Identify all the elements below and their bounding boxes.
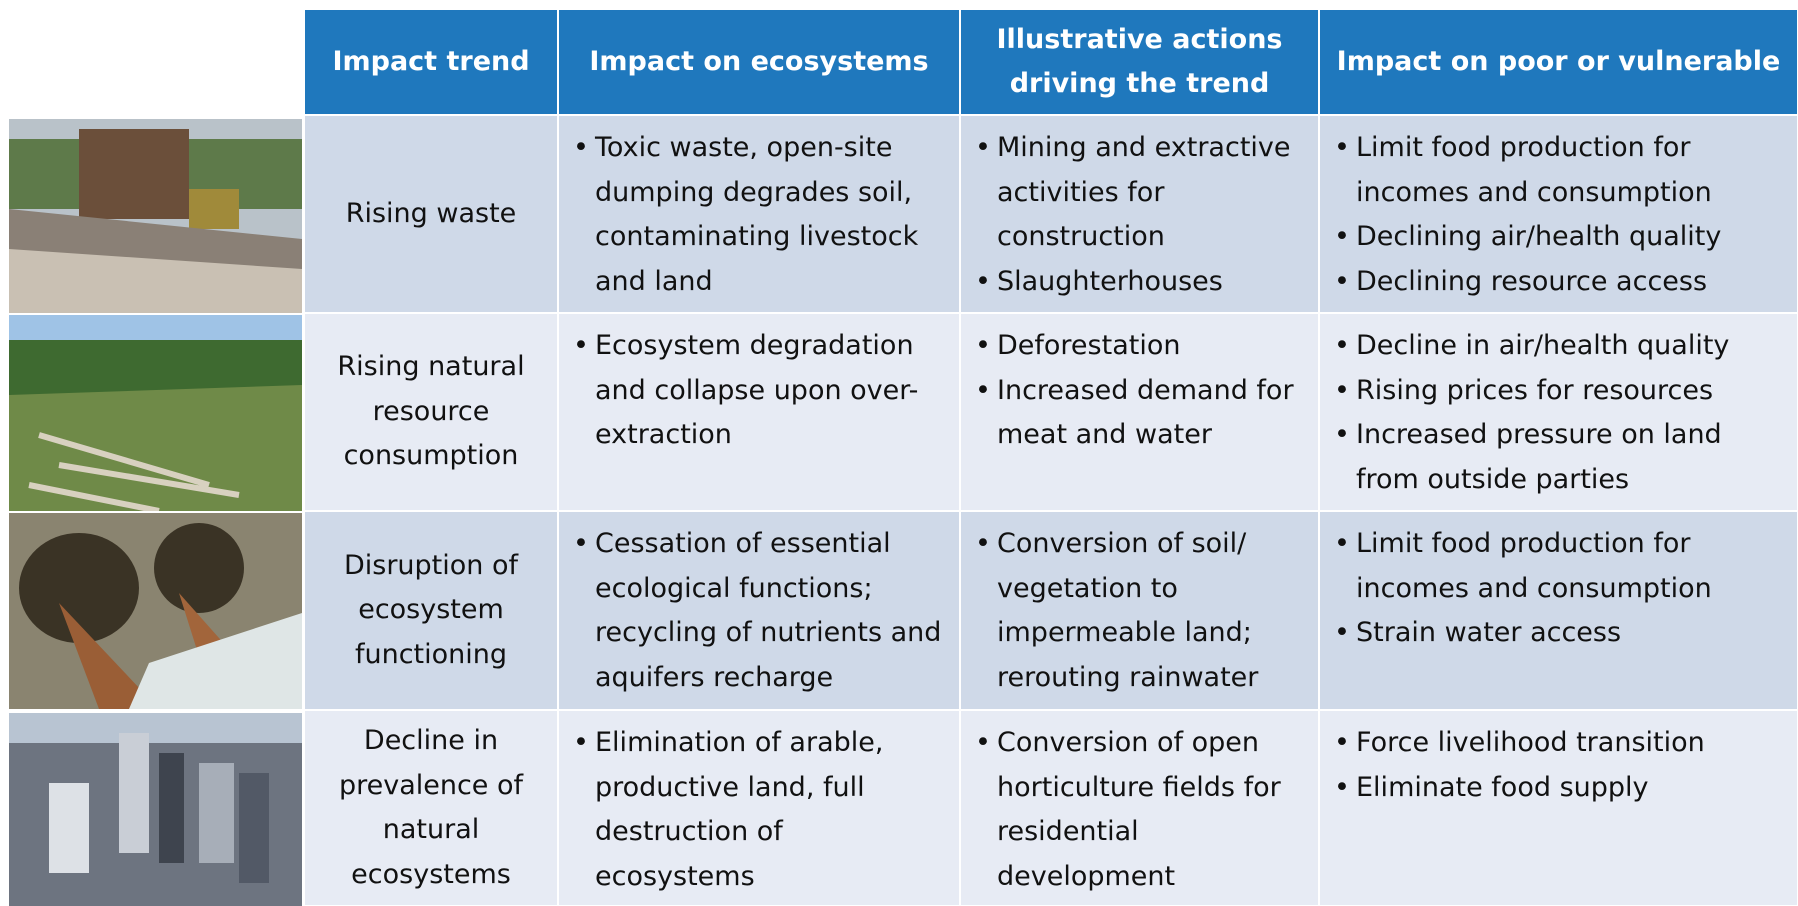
- bullet-item: Mining and extractive activities for con…: [975, 126, 1310, 260]
- header-cell: Impact on ecosystems: [558, 9, 960, 115]
- ecosystems-cell: Toxic waste, open-site dumping degrades …: [558, 115, 960, 313]
- trend-text: Decline in prevalence of natural ecosyst…: [319, 719, 543, 897]
- bullet-list: DeforestationIncreased demand for meat a…: [975, 324, 1310, 458]
- header-cell: Impact on poor or vulnerable: [1319, 9, 1798, 115]
- ecosystems-cell: Cessation of essential ecological functi…: [558, 511, 960, 710]
- header-text: Illustrative actions driving the trend: [971, 18, 1308, 106]
- header-text: Impact on poor or vulnerable: [1337, 40, 1781, 84]
- bullet-list: Mining and extractive activities for con…: [975, 126, 1310, 304]
- bullet-item: Declining resource access: [1334, 260, 1789, 305]
- bullet-list: Limit food production for incomes and co…: [1334, 522, 1789, 656]
- trend-text: Rising natural resource consumption: [319, 345, 543, 479]
- bullet-item: Increased pressure on land from outside …: [1334, 413, 1789, 502]
- bullet-item: Conversion of soil/ vegetation to imperm…: [975, 522, 1310, 700]
- bullet-list: Toxic waste, open-site dumping degrades …: [573, 126, 951, 304]
- bullet-item: Limit food production for incomes and co…: [1334, 522, 1789, 611]
- bullet-list: Cessation of essential ecological functi…: [573, 522, 951, 700]
- bullet-item: Rising prices for resources: [1334, 369, 1789, 414]
- trend-text: Disruption of ecosystem functioning: [319, 544, 543, 678]
- bullet-list: Limit food production for incomes and co…: [1334, 126, 1789, 304]
- trend-cell: Rising natural resource consumption: [304, 313, 558, 511]
- bullet-list: Ecosystem degradation and collapse upon …: [573, 324, 951, 458]
- bullet-item: Strain water access: [1334, 611, 1789, 656]
- trend-cell: Disruption of ecosystem functioning: [304, 511, 558, 710]
- vulnerable-cell: Limit food production for incomes and co…: [1319, 511, 1798, 710]
- vulnerable-cell: Decline in air/health qualityRising pric…: [1319, 313, 1798, 511]
- actions-cell: Mining and extractive activities for con…: [960, 115, 1319, 313]
- actions-cell: Conversion of open horticulture fields f…: [960, 710, 1319, 906]
- ecosystems-cell: Ecosystem degradation and collapse upon …: [558, 313, 960, 511]
- ecosystems-cell: Elimination of arable, productive land, …: [558, 710, 960, 906]
- bullet-item: Toxic waste, open-site dumping degrades …: [573, 126, 951, 304]
- actions-cell: Conversion of soil/ vegetation to imperm…: [960, 511, 1319, 710]
- bullet-list: Conversion of soil/ vegetation to imperm…: [975, 522, 1310, 700]
- bullet-item: Elimination of arable, productive land, …: [573, 721, 951, 899]
- bullet-item: Decline in air/health quality: [1334, 324, 1789, 369]
- bullet-list: Elimination of arable, productive land, …: [573, 721, 951, 899]
- bullet-item: Conversion of open horticulture fields f…: [975, 721, 1310, 899]
- bullet-item: Ecosystem degradation and collapse upon …: [573, 324, 951, 458]
- pipes-photo: [9, 513, 302, 709]
- trend-cell: Rising waste: [304, 115, 558, 313]
- vulnerable-cell: Limit food production for incomes and co…: [1319, 115, 1798, 313]
- bullet-item: Eliminate food supply: [1334, 766, 1789, 811]
- bullet-item: Limit food production for incomes and co…: [1334, 126, 1789, 215]
- page: Impact trend Impact on ecosystems Illustra…: [0, 0, 1798, 906]
- bullet-item: Increased demand for meat and water: [975, 369, 1310, 458]
- header-cell: Illustrative actions driving the trend: [960, 9, 1319, 115]
- header-text: Impact on ecosystems: [589, 40, 928, 84]
- header-cell: Impact trend: [304, 9, 558, 115]
- trend-cell: Decline in prevalence of natural ecosyst…: [304, 710, 558, 906]
- bullet-item: Slaughterhouses: [975, 260, 1310, 305]
- bullet-item: Force livelihood transition: [1334, 721, 1789, 766]
- bullet-list: Conversion of open horticulture fields f…: [975, 721, 1310, 899]
- city-photo: [9, 713, 302, 906]
- bullet-list: Force livelihood transitionEliminate foo…: [1334, 721, 1789, 810]
- vulnerable-cell: Force livelihood transitionEliminate foo…: [1319, 710, 1798, 906]
- header-text: Impact trend: [332, 40, 529, 84]
- bullet-list: Decline in air/health qualityRising pric…: [1334, 324, 1789, 502]
- trend-text: Rising waste: [346, 192, 517, 237]
- waste-photo: [9, 119, 302, 313]
- bullet-item: Deforestation: [975, 324, 1310, 369]
- bullet-item: Cessation of essential ecological functi…: [573, 522, 951, 700]
- actions-cell: DeforestationIncreased demand for meat a…: [960, 313, 1319, 511]
- deforestation-photo: [9, 315, 302, 511]
- bullet-item: Declining air/health quality: [1334, 215, 1789, 260]
